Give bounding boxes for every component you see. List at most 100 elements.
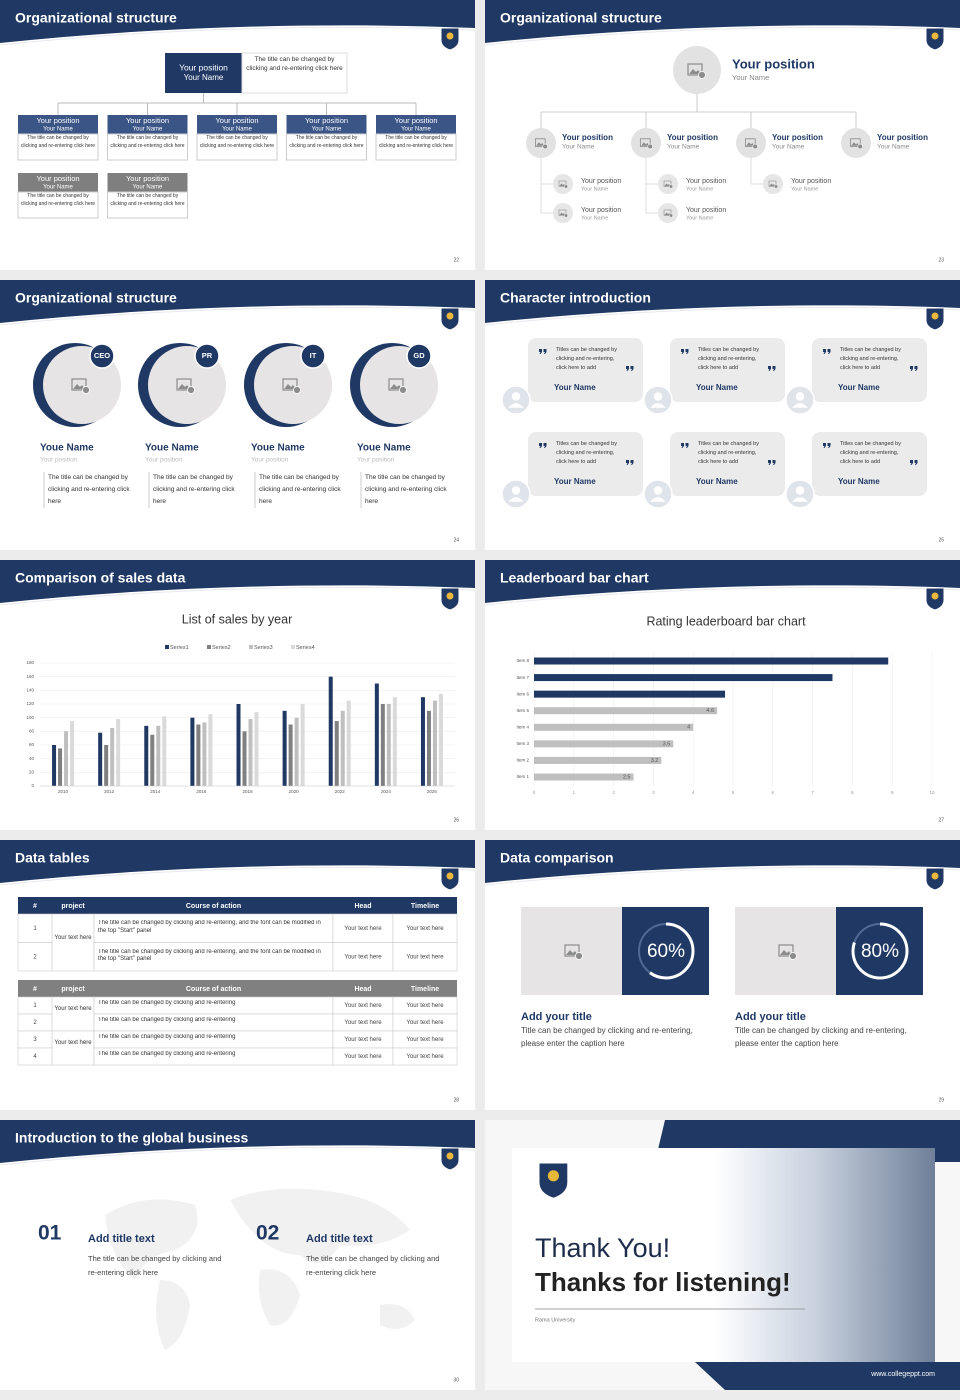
- y-tick-label: Item 6: [516, 691, 529, 696]
- cell-text-box: The title can be changed by clicking and…: [98, 1051, 235, 1057]
- close-quote: [626, 460, 634, 465]
- icon-frame: [558, 209, 567, 216]
- thanks-text: Thank You!: [535, 1233, 670, 1263]
- continent: [230, 1188, 410, 1263]
- continent: [258, 1269, 300, 1326]
- name: Youe Name: [145, 443, 199, 454]
- bar: [380, 704, 385, 786]
- y-tick-label: Item 2: [516, 758, 529, 763]
- x-tick-label: 7: [811, 790, 814, 795]
- slide: Data comparison 29 60% Add your title Title …: [484, 840, 960, 1110]
- bar: [202, 722, 207, 786]
- header-band: [485, 560, 960, 603]
- x-tick-label: 0: [533, 790, 536, 795]
- y-tick-label: 180: [26, 660, 34, 665]
- close-quote: [768, 460, 776, 465]
- icon-mountain: [559, 212, 566, 215]
- name: Your Name: [312, 127, 342, 133]
- quote-box: Titles can be changed by clicking and re…: [698, 441, 759, 465]
- position: Your position: [179, 62, 228, 72]
- x-tick-label: 8: [851, 790, 854, 795]
- icon-plus: [647, 143, 653, 150]
- image-icon: [744, 138, 758, 150]
- bar: [534, 707, 718, 715]
- header-curve: [484, 866, 960, 886]
- description: The title can be changed by clicking and…: [289, 135, 364, 149]
- image-icon: [176, 378, 195, 394]
- logo-sun: [931, 32, 939, 40]
- continent: [380, 1304, 415, 1329]
- y-tick-label: 100: [26, 715, 34, 720]
- slide-title: Organizational structure: [500, 10, 662, 26]
- icon-plus: [82, 386, 90, 394]
- box-header: [18, 173, 98, 192]
- logo-sun: [931, 592, 939, 600]
- logo-sun: [446, 32, 454, 40]
- image-icon: [558, 209, 568, 218]
- icon-mountain: [769, 183, 776, 186]
- icon-mountain: [73, 384, 85, 389]
- thanks-subtext: Thanks for listening!: [535, 1267, 791, 1297]
- icon-frame: [744, 138, 756, 147]
- icon-plus: [669, 213, 673, 218]
- bar: [190, 717, 195, 786]
- icon-mountain: [566, 950, 578, 955]
- y-tick-label: 160: [26, 674, 34, 679]
- item-title: Add your title: [521, 1011, 592, 1023]
- ring-arc: [851, 922, 909, 980]
- cell: [392, 1047, 458, 1066]
- bar: [294, 717, 299, 786]
- position: Your position: [36, 174, 79, 183]
- page-number: 25: [938, 537, 944, 543]
- card: [528, 338, 643, 402]
- column-header: #: [33, 986, 37, 993]
- image-icon: [639, 138, 653, 150]
- name: Your Name: [581, 186, 608, 192]
- badge: [89, 343, 115, 369]
- legend-label: Series2: [212, 645, 231, 651]
- card: [812, 338, 927, 402]
- slide: Data tables 28 # project Course of action Hea…: [0, 840, 476, 1110]
- image-icon: [534, 138, 548, 150]
- cell-text-box: The title can be changed by clicking and…: [98, 1034, 235, 1040]
- cell-text: Your text here: [406, 954, 444, 960]
- avatar-head: [653, 392, 663, 401]
- bar: [144, 725, 149, 786]
- name: Your Name: [43, 127, 73, 133]
- cell-text: 2: [33, 954, 37, 960]
- y-tick-label: 20: [29, 770, 35, 775]
- position: Your position: [581, 178, 621, 185]
- bar: [104, 745, 109, 786]
- column-header: project: [61, 903, 85, 910]
- page-number: 23: [938, 257, 944, 263]
- icon-frame: [564, 944, 580, 957]
- bar: [346, 700, 351, 786]
- icon-plus: [542, 143, 548, 150]
- position: Your position: [251, 457, 289, 464]
- desc-box: [17, 133, 99, 161]
- name: Your Name: [562, 144, 595, 151]
- close-quote: [768, 366, 776, 371]
- item-number: 01: [38, 1222, 62, 1245]
- logo-sun: [446, 1152, 454, 1160]
- quote: Titles can be changed by clicking and re…: [698, 347, 759, 372]
- position: Your position: [305, 116, 348, 125]
- sub-circle: [658, 203, 678, 223]
- icon-plus: [774, 184, 778, 189]
- position: Your position: [686, 207, 726, 214]
- cell-text-box: The title can be changed by clicking and…: [98, 949, 321, 963]
- cell-text: Your text here: [406, 1020, 444, 1026]
- position: Your position: [215, 116, 258, 125]
- bar: [534, 756, 662, 764]
- desc-box: [107, 133, 188, 161]
- legend-swatch: [249, 645, 253, 649]
- desc-box: [17, 191, 99, 219]
- table-header: [18, 980, 457, 997]
- cell-text: 2: [33, 1020, 37, 1026]
- column-header: Head: [354, 903, 371, 910]
- badge-label: IT: [310, 351, 317, 360]
- page-number: 24: [453, 537, 459, 543]
- box-header: [376, 115, 456, 134]
- name: Your Name: [696, 477, 738, 486]
- icon-frame: [663, 209, 672, 216]
